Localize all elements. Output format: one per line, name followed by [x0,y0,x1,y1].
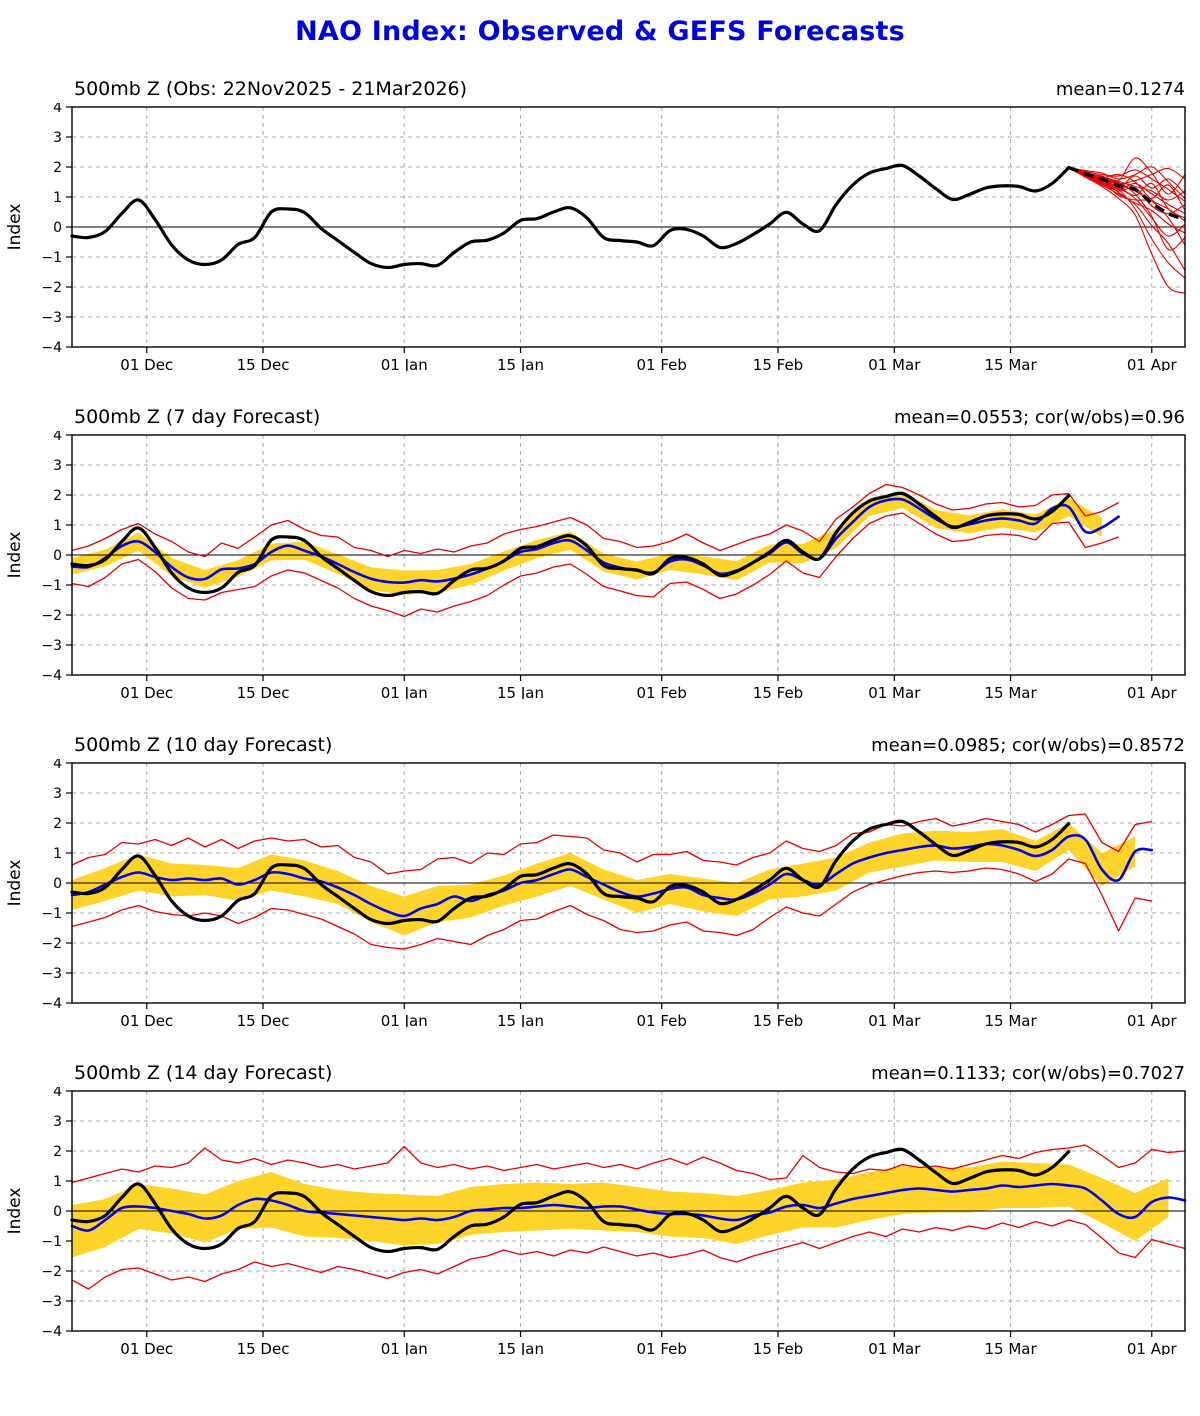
panel-forecast-10day-title: 500mb Z (10 day Forecast) [74,734,333,756]
panel-observed: 500mb Z (Obs: 22Nov2025 - 21Mar2026) mea… [0,77,1200,371]
svg-text:01 Feb: 01 Feb [637,356,687,371]
panel-observed-title: 500mb Z (Obs: 22Nov2025 - 21Mar2026) [74,78,468,100]
panel-forecast-7day-plot: 01 Dec 15 Dec 01 Jan 15 Jan 01 Feb 15 Feb 01 M… [5,431,1186,699]
panel-forecast-7day-stats: mean=0.0553; cor(w/obs)=0.96 [893,407,1185,428]
svg-text:15 Feb: 15 Feb [753,1012,803,1027]
svg-text:−3: −3 [41,310,62,326]
svg-text:4: 4 [53,103,62,116]
panel-forecast-7day-header: 500mb Z (7 day Forecast) mean=0.0553; co… [0,405,1200,431]
svg-text:−3: −3 [41,1294,62,1310]
svg-text:01 Jan: 01 Jan [381,1012,428,1027]
svg-text:01 Apr: 01 Apr [1127,356,1178,371]
svg-text:−2: −2 [41,1264,62,1280]
panel-observed-header: 500mb Z (Obs: 22Nov2025 - 21Mar2026) mea… [0,77,1200,103]
svg-text:1: 1 [53,518,62,534]
panel-forecast-10day: 500mb Z (10 day Forecast) mean=0.0985; c… [0,733,1200,1027]
svg-text:0: 0 [53,548,62,564]
svg-text:−1: −1 [41,578,62,594]
panel-forecast-10day-header: 500mb Z (10 day Forecast) mean=0.0985; c… [0,733,1200,759]
svg-text:15 Jan: 15 Jan [497,1340,544,1355]
svg-text:15 Mar: 15 Mar [984,1012,1037,1027]
svg-text:−4: −4 [41,996,62,1012]
svg-text:01 Apr: 01 Apr [1127,1012,1178,1027]
svg-text:Index: Index [5,204,25,251]
svg-text:3: 3 [53,458,62,474]
svg-text:01 Dec: 01 Dec [120,356,173,371]
svg-text:−1: −1 [41,906,62,922]
svg-text:01 Feb: 01 Feb [637,1340,687,1355]
svg-text:3: 3 [53,130,62,146]
svg-text:3: 3 [53,786,62,802]
svg-text:15 Dec: 15 Dec [237,1340,290,1355]
svg-text:01 Mar: 01 Mar [868,1340,921,1355]
panel-forecast-14day-title: 500mb Z (14 day Forecast) [74,1062,333,1084]
svg-text:−3: −3 [41,638,62,654]
svg-text:4: 4 [53,759,62,772]
svg-text:01 Feb: 01 Feb [637,1012,687,1027]
svg-text:3: 3 [53,1114,62,1130]
svg-text:Index: Index [5,1188,25,1235]
svg-text:2: 2 [53,488,62,504]
svg-text:−4: −4 [41,1324,62,1340]
nao-gefs-forecast-figure: NAO Index: Observed & GEFS Forecasts 500… [0,16,1200,1355]
svg-text:01 Jan: 01 Jan [381,684,428,699]
svg-text:−2: −2 [41,608,62,624]
svg-text:2: 2 [53,816,62,832]
svg-text:01 Dec: 01 Dec [120,1012,173,1027]
svg-text:4: 4 [53,1087,62,1100]
svg-text:−4: −4 [41,668,62,684]
svg-text:15 Feb: 15 Feb [753,684,803,699]
svg-text:01 Jan: 01 Jan [381,1340,428,1355]
svg-text:01 Apr: 01 Apr [1127,1340,1178,1355]
svg-text:15 Jan: 15 Jan [497,684,544,699]
svg-text:0: 0 [53,220,62,236]
svg-text:15 Mar: 15 Mar [984,684,1037,699]
svg-text:15 Mar: 15 Mar [984,356,1037,371]
svg-text:01 Jan: 01 Jan [381,356,428,371]
svg-text:−2: −2 [41,936,62,952]
svg-text:15 Feb: 15 Feb [753,356,803,371]
panel-forecast-14day-plot: 01 Dec 15 Dec 01 Jan 15 Jan 01 Feb 15 Feb 01 M… [5,1087,1187,1355]
svg-text:−1: −1 [41,250,62,266]
panel-observed-plot: 01 Dec 15 Dec 01 Jan 15 Jan 01 Feb 15 Feb 01 M… [5,103,1186,371]
svg-text:0: 0 [53,876,62,892]
svg-text:1: 1 [53,1174,62,1190]
svg-text:15 Dec: 15 Dec [237,1012,290,1027]
panel-forecast-10day-stats: mean=0.0985; cor(w/obs)=0.8572 [871,735,1185,756]
panel-forecast-7day-title: 500mb Z (7 day Forecast) [74,406,321,428]
svg-text:01 Feb: 01 Feb [637,684,687,699]
svg-text:−4: −4 [41,340,62,356]
panel-forecast-7day: 500mb Z (7 day Forecast) mean=0.0553; co… [0,405,1200,699]
panel-forecast-14day: 500mb Z (14 day Forecast) mean=0.1133; c… [0,1061,1200,1355]
svg-text:Index: Index [5,532,25,579]
svg-text:01 Mar: 01 Mar [868,684,921,699]
svg-text:−3: −3 [41,966,62,982]
svg-text:0: 0 [53,1204,62,1220]
svg-text:Index: Index [5,860,25,907]
svg-text:2: 2 [53,160,62,176]
svg-text:1: 1 [53,846,62,862]
panel-forecast-14day-header: 500mb Z (14 day Forecast) mean=0.1133; c… [0,1061,1200,1087]
svg-text:01 Apr: 01 Apr [1127,684,1178,699]
panel-observed-stats: mean=0.1274 [1055,79,1185,100]
svg-text:15 Mar: 15 Mar [984,1340,1037,1355]
svg-text:1: 1 [53,190,62,206]
panel-forecast-14day-stats: mean=0.1133; cor(w/obs)=0.7027 [871,1063,1185,1084]
page-title: NAO Index: Observed & GEFS Forecasts [295,16,905,47]
svg-text:01 Dec: 01 Dec [120,684,173,699]
svg-text:15 Jan: 15 Jan [497,1012,544,1027]
svg-text:4: 4 [53,431,62,444]
svg-text:01 Mar: 01 Mar [868,1012,921,1027]
svg-text:01 Mar: 01 Mar [868,356,921,371]
svg-text:−1: −1 [41,1234,62,1250]
svg-text:15 Dec: 15 Dec [237,356,290,371]
svg-text:−2: −2 [41,280,62,296]
svg-text:15 Dec: 15 Dec [237,684,290,699]
panel-forecast-10day-plot: 01 Dec 15 Dec 01 Jan 15 Jan 01 Feb 15 Feb 01 M… [5,759,1186,1027]
svg-text:15 Feb: 15 Feb [753,1340,803,1355]
svg-text:2: 2 [53,1144,62,1160]
svg-text:01 Dec: 01 Dec [120,1340,173,1355]
svg-text:15 Jan: 15 Jan [497,356,544,371]
